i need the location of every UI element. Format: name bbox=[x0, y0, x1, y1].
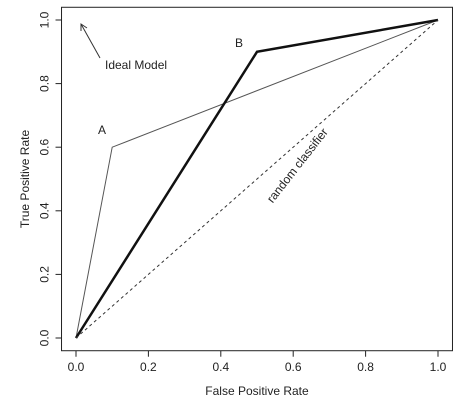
x-tick-label: 0.2 bbox=[140, 360, 157, 374]
x-tick-label: 0.0 bbox=[68, 360, 85, 374]
series-label: A bbox=[98, 123, 106, 137]
series-label: random classifier bbox=[264, 125, 331, 205]
annotation-arrowhead bbox=[80, 23, 88, 31]
y-tick-label: 0.4 bbox=[38, 202, 52, 219]
x-tick-label: 0.4 bbox=[212, 360, 229, 374]
y-tick-label: 0.0 bbox=[38, 329, 52, 346]
x-tick-label: 0.6 bbox=[285, 360, 302, 374]
series-line bbox=[74, 18, 439, 339]
y-tick-label: 0.2 bbox=[38, 266, 52, 283]
series-label: B bbox=[235, 36, 243, 50]
y-axis-label: True Positive Rate bbox=[18, 130, 32, 229]
x-axis-label: False Positive Rate bbox=[205, 384, 309, 398]
x-tick-label: 1.0 bbox=[430, 360, 447, 374]
y-tick-label: 0.6 bbox=[38, 139, 52, 156]
plot-frame bbox=[61, 6, 453, 352]
annotation-arrow bbox=[80, 23, 101, 59]
series-line bbox=[75, 19, 439, 339]
annotation: Ideal Model bbox=[105, 58, 167, 72]
y-tick-label: 0.8 bbox=[38, 75, 52, 92]
series-line bbox=[75, 19, 439, 339]
y-tick-label: 1.0 bbox=[38, 11, 52, 28]
x-tick-label: 0.8 bbox=[357, 360, 374, 374]
